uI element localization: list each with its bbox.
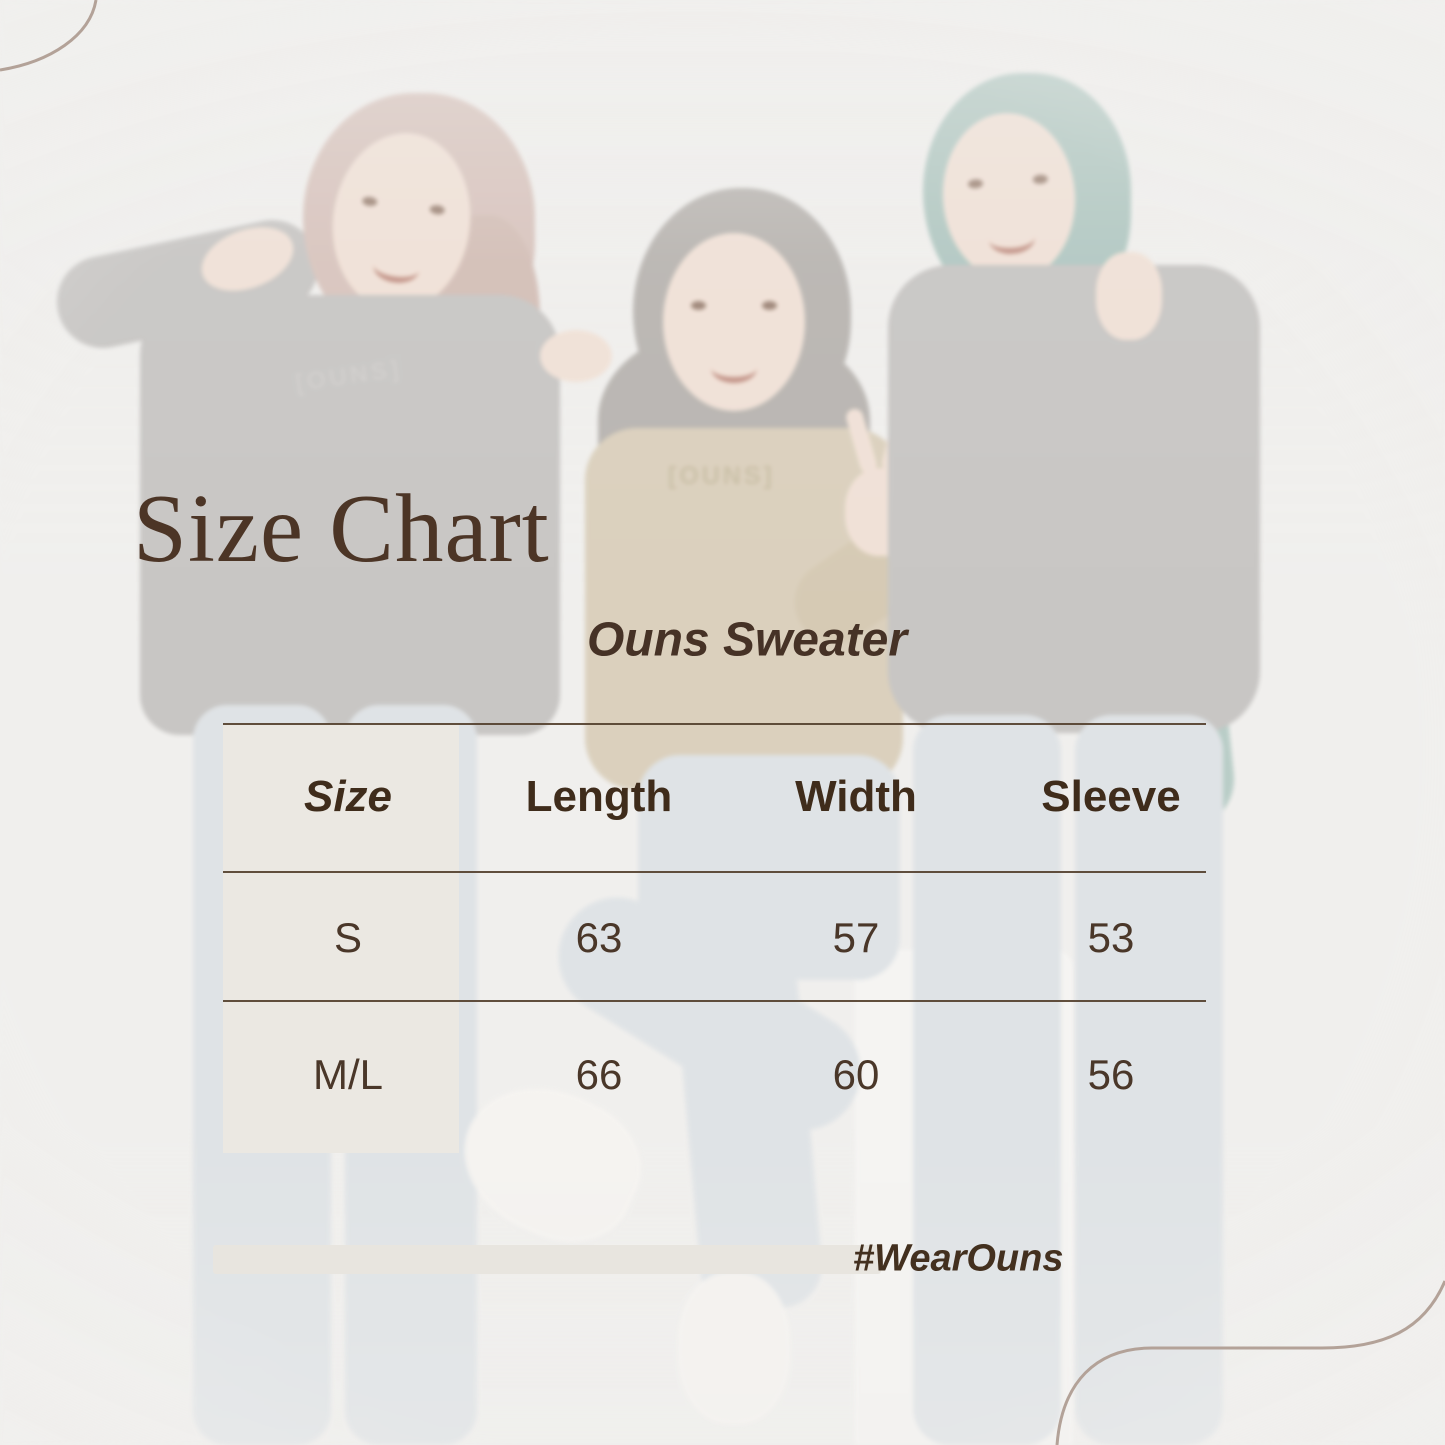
- row-s-size: S: [333, 914, 363, 961]
- smile-icon: [371, 249, 421, 285]
- page-title: Size Chart: [133, 475, 550, 582]
- smile-icon: [987, 222, 1036, 256]
- row-s-sleeve: 53: [1087, 914, 1135, 961]
- header-sleeve: Sleeve: [1041, 772, 1181, 821]
- header-width: Width: [795, 772, 917, 821]
- right-model-sweater: [888, 265, 1260, 733]
- row-ml-width: 60: [832, 1051, 880, 1098]
- eye-icon: [428, 203, 445, 215]
- bottom-accent-bar: [213, 1245, 881, 1274]
- table-line-after-header: [223, 871, 1206, 873]
- smile-icon: [711, 353, 757, 383]
- eye-icon: [1032, 174, 1048, 185]
- row-ml-sleeve: 56: [1087, 1051, 1135, 1098]
- sweater-logo: [OUNS]: [668, 462, 775, 490]
- eye-icon: [691, 300, 707, 310]
- eye-icon: [968, 178, 984, 189]
- eye-icon: [362, 195, 379, 207]
- table-line-after-row-s: [223, 1000, 1206, 1002]
- row-s-width: 57: [832, 914, 880, 961]
- product-name: Ouns Sweater: [586, 613, 908, 667]
- center-model-face: [663, 233, 805, 411]
- hashtag: #WearOuns: [853, 1237, 1064, 1280]
- eye-icon: [761, 300, 777, 310]
- row-ml-length: 66: [575, 1051, 623, 1098]
- row-s-length: 63: [575, 914, 623, 961]
- header-length: Length: [525, 772, 673, 821]
- header-size: Size: [303, 772, 393, 821]
- right-model-raised-hand: [1096, 252, 1162, 340]
- size-column-background: [223, 724, 459, 1153]
- center-model-hand-on-shoulder: [540, 330, 612, 382]
- size-table: Size Length Width Sleeve S 63 57 53 M/L …: [223, 723, 1206, 1153]
- lower-sneaker: [678, 1272, 790, 1424]
- table-line-top: [223, 723, 1206, 725]
- row-ml-size: M/L: [312, 1051, 384, 1098]
